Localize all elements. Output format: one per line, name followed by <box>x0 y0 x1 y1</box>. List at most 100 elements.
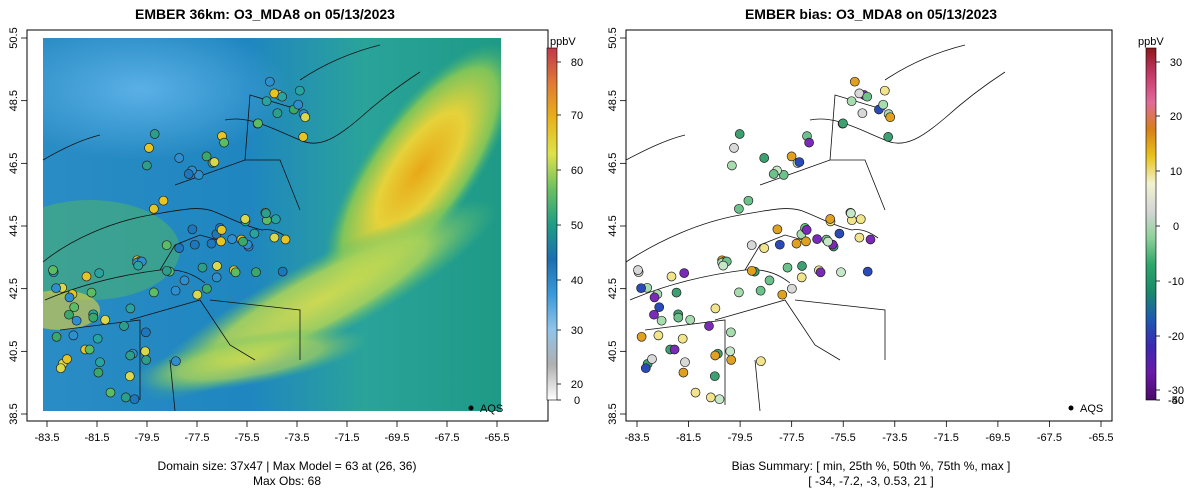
station-marker <box>709 371 720 382</box>
station-marker <box>211 272 222 283</box>
station-marker <box>92 333 103 344</box>
station-marker <box>768 169 779 179</box>
y-tick-label: 42.5 <box>8 278 20 299</box>
y-tick-label: 40.5 <box>607 341 619 362</box>
station-marker <box>680 357 690 368</box>
station-marker <box>746 240 757 251</box>
station-marker <box>764 275 775 286</box>
station-marker <box>885 112 896 123</box>
station-marker <box>815 267 826 278</box>
y-tick-label: 40.5 <box>8 341 20 362</box>
station-marker <box>746 265 757 276</box>
station-marker <box>201 151 212 162</box>
station-marker <box>280 234 291 245</box>
x-tick-label: -79.5 <box>728 432 753 444</box>
station-marker <box>230 267 241 278</box>
station-marker <box>269 232 280 243</box>
station-marker <box>158 195 169 206</box>
station-marker <box>849 76 860 87</box>
y-tick-label: 38.5 <box>607 403 619 424</box>
station-marker <box>161 240 172 251</box>
station-marker <box>734 287 744 298</box>
station-marker <box>786 151 797 162</box>
y-tick-label: 38.5 <box>8 403 20 424</box>
station-marker <box>270 214 281 225</box>
colorbar-tick-label: 40 <box>571 275 583 287</box>
station-marker <box>277 266 288 277</box>
station-marker <box>120 392 131 403</box>
station-marker <box>69 302 80 313</box>
station-marker <box>133 260 144 271</box>
station-marker <box>293 99 304 110</box>
station-marker <box>125 350 136 361</box>
y-tick-label: 46.5 <box>607 153 619 174</box>
colorbar-tick-label: 0 <box>574 395 580 407</box>
station-marker <box>836 267 846 278</box>
station-marker <box>253 118 263 129</box>
station-marker <box>219 137 229 148</box>
x-tick-label: -79.5 <box>134 432 159 444</box>
right-y-axis: 50.5 48.5 46.5 44.5 42.5 40.5 38.5 <box>607 27 626 425</box>
right-station-markers <box>633 76 896 405</box>
station-marker <box>685 314 696 325</box>
station-marker <box>238 236 248 247</box>
x-tick-label: -83.5 <box>34 432 59 444</box>
x-tick-label: -77.5 <box>184 432 209 444</box>
station-marker <box>202 283 212 294</box>
station-marker <box>174 153 185 163</box>
station-marker <box>216 225 227 235</box>
station-marker <box>734 129 745 139</box>
aqs-legend-marker <box>468 405 474 411</box>
x-tick-label: -67.5 <box>434 432 459 444</box>
colorbar-tick-label: 20 <box>1170 111 1182 123</box>
station-marker <box>640 363 651 374</box>
station-marker <box>264 76 275 87</box>
station-marker <box>170 285 181 296</box>
station-marker <box>88 312 99 323</box>
station-marker <box>677 333 688 344</box>
colorbar-tick-label: 30 <box>571 325 583 337</box>
station-marker <box>823 236 833 247</box>
station-marker <box>656 315 667 326</box>
station-marker <box>647 354 657 364</box>
station-marker <box>671 287 682 298</box>
y-tick-label: 44.5 <box>8 215 20 236</box>
station-marker <box>51 331 62 342</box>
y-tick-label: 50.5 <box>607 27 619 48</box>
station-marker <box>797 261 807 271</box>
station-marker <box>251 267 261 278</box>
right-map-panel: EMBER bias: O3_MDA8 on 05/13/2023 -83.5-… <box>607 6 1184 488</box>
bias-summary-values: [ -34, -7.2, -3, 0.53, 21 ] <box>808 474 933 488</box>
colorbar-tick-label: -20 <box>1168 331 1184 343</box>
station-marker <box>183 169 194 179</box>
station-marker <box>240 214 251 224</box>
station-marker <box>714 394 725 405</box>
station-marker <box>846 208 856 219</box>
station-marker <box>48 265 58 275</box>
left-colorbar-unit: ppbV <box>550 36 576 48</box>
station-marker <box>727 160 737 171</box>
station-marker <box>129 394 140 405</box>
station-marker <box>879 85 890 96</box>
station-marker <box>294 85 305 96</box>
station-marker <box>804 137 814 148</box>
station-marker <box>743 195 754 206</box>
station-marker <box>300 112 311 123</box>
station-marker <box>141 355 152 365</box>
station-marker <box>171 356 181 367</box>
station-marker <box>654 302 665 313</box>
station-marker <box>187 224 198 235</box>
y-tick-label: 50.5 <box>8 27 20 48</box>
station-marker <box>857 108 868 119</box>
station-marker <box>124 371 135 382</box>
x-tick-label: -67.5 <box>1037 432 1062 444</box>
station-marker <box>179 275 190 286</box>
colorbar-tick-label: -10 <box>1168 276 1184 288</box>
station-marker <box>653 330 664 341</box>
station-marker <box>94 268 105 278</box>
colorbar-tick-label: 10 <box>1170 166 1182 178</box>
left-map-panel: EMBER 36km: O3_MDA8 on 05/13/2023 <box>8 6 583 488</box>
x-tick-label: -71.5 <box>934 432 959 444</box>
x-tick-label: -75.5 <box>234 432 259 444</box>
station-marker <box>95 357 105 368</box>
